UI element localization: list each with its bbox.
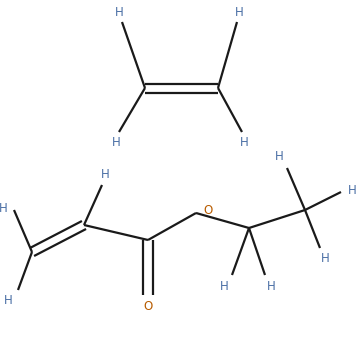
Text: H: H (275, 151, 284, 164)
Text: H: H (267, 279, 276, 292)
Text: H: H (4, 294, 12, 307)
Text: H: H (115, 6, 123, 19)
Text: H: H (101, 167, 109, 180)
Text: H: H (112, 137, 121, 150)
Text: H: H (240, 137, 248, 150)
Text: H: H (0, 201, 7, 214)
Text: H: H (321, 252, 329, 265)
Text: O: O (143, 300, 152, 313)
Text: O: O (203, 204, 213, 217)
Text: H: H (348, 184, 356, 197)
Text: H: H (234, 6, 243, 19)
Text: H: H (220, 279, 228, 292)
